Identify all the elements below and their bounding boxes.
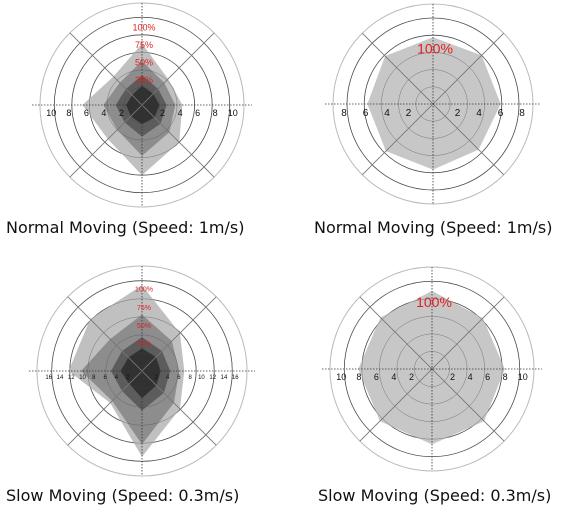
tick-label: 8 — [213, 108, 218, 118]
tick-label: 8 — [188, 375, 192, 381]
tick-label: 16 — [232, 375, 239, 381]
tick-label: 12 — [68, 375, 75, 381]
tick-label: 4 — [384, 108, 390, 119]
tick-label: 2 — [160, 108, 165, 118]
chart-caption: Slow Moving (Speed: 0.3m/s) — [318, 486, 552, 505]
radar-panel-normal-moving-1: 10 8 6 4 2 2 4 6 8 10 100% 75% 50% 35% Normal Moving … — [0, 0, 290, 256]
tick-label: 6 — [363, 108, 369, 119]
tick-label: 4 — [101, 108, 106, 118]
tick-label: 4 — [166, 375, 170, 381]
tick-label: 10 — [198, 375, 205, 381]
radar-chart-normal-moving-2: 8 6 4 2 2 4 6 8 100% — [325, 3, 541, 205]
radar-panel-slow-moving-1: 16 14 12 10 8 6 4 2 2 4 6 8 10 12 14 16 100% 75% 50% 35% Sl… — [0, 256, 290, 512]
tick-label: 10 — [336, 372, 346, 382]
tick-label: 8 — [341, 108, 347, 119]
tick-label: 14 — [57, 375, 64, 381]
percent-label: 35% — [135, 75, 153, 85]
tick-label: 4 — [391, 372, 396, 382]
chart-caption: Normal Moving (Speed: 1m/s) — [314, 218, 553, 237]
percent-label: 50% — [135, 57, 153, 67]
tick-label: 6 — [374, 372, 379, 382]
tick-label: 2 — [450, 372, 455, 382]
tick-label: 14 — [221, 375, 228, 381]
tick-label: 8 — [92, 375, 96, 381]
tick-label: 6 — [103, 375, 107, 381]
series-area-35pct — [120, 348, 161, 399]
tick-label: 2 — [126, 375, 130, 381]
percent-label: 100% — [132, 22, 155, 32]
percent-label: 35% — [137, 341, 151, 348]
tick-label: 8 — [519, 108, 525, 119]
chart-caption: Slow Moving (Speed: 0.3m/s) — [6, 486, 240, 505]
percent-label: 100% — [416, 294, 452, 310]
percent-label: 50% — [137, 323, 151, 330]
tick-label: 6 — [498, 108, 504, 119]
radar-chart-normal-moving-1: 10 8 6 4 2 2 4 6 8 10 100% 75% 50% 35% — [32, 2, 252, 208]
radar-panel-normal-moving-2: 8 6 4 2 2 4 6 8 100% Normal Moving (Speed: 1m/s) — [290, 0, 579, 256]
tick-label: 16 — [45, 375, 52, 381]
tick-label: 4 — [468, 372, 473, 382]
tick-label: 4 — [476, 108, 482, 119]
tick-label: 6 — [485, 372, 490, 382]
chart-caption: Normal Moving (Speed: 1m/s) — [6, 218, 245, 237]
radar-chart-slow-moving-1: 16 14 12 10 8 6 4 2 2 4 6 8 10 12 14 16 100% 75% 50% 35% — [29, 265, 255, 477]
tick-label: 2 — [455, 108, 461, 119]
tick-label: 6 — [84, 108, 89, 118]
radar-chart-slow-moving-2: 10 8 6 4 2 2 4 6 8 10 100% — [322, 266, 542, 472]
series-area-100pct — [358, 290, 505, 445]
tick-label: 2 — [406, 108, 412, 119]
tick-label: 8 — [66, 108, 71, 118]
tick-label: 8 — [356, 372, 361, 382]
tick-label: 12 — [209, 375, 216, 381]
percent-label: 75% — [137, 305, 151, 312]
tick-label: 6 — [195, 108, 200, 118]
tick-label: 10 — [79, 375, 86, 381]
tick-label: 10 — [228, 108, 238, 118]
tick-label: 2 — [409, 372, 414, 382]
tick-label: 8 — [503, 372, 508, 382]
tick-label: 2 — [155, 375, 159, 381]
percent-label: 100% — [417, 40, 453, 56]
tick-label: 10 — [518, 372, 528, 382]
tick-label: 10 — [46, 108, 56, 118]
tick-label: 2 — [119, 108, 124, 118]
tick-label: 4 — [115, 375, 119, 381]
tick-label: 6 — [177, 375, 181, 381]
tick-label: 4 — [178, 108, 183, 118]
percent-label: 75% — [135, 40, 153, 50]
radar-panel-slow-moving-2: 10 8 6 4 2 2 4 6 8 10 100% Slow Moving (Speed: 0.3… — [290, 256, 579, 512]
percent-label: 100% — [135, 287, 153, 294]
